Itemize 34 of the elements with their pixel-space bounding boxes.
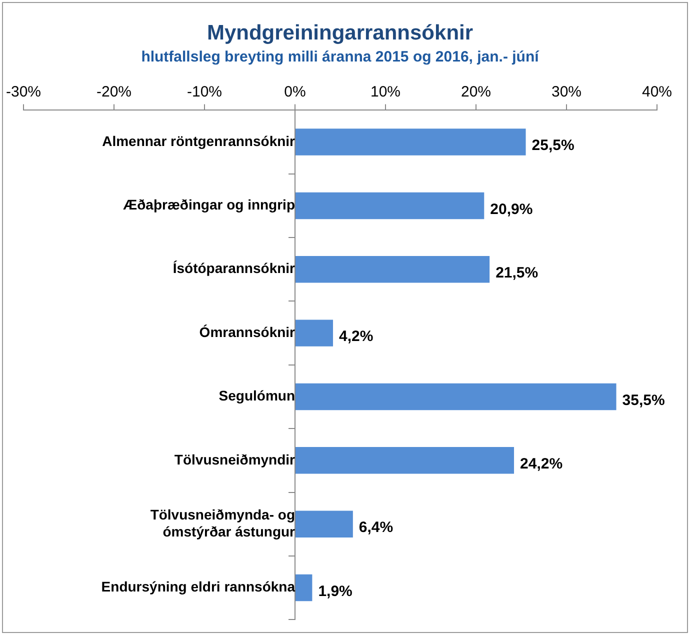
bar [296, 192, 484, 220]
bar [296, 510, 353, 538]
data-label: 6,4% [358, 519, 394, 536]
y-tick-label: Tölvusneiðmynda- og ómstýrðar ástungur [150, 506, 296, 540]
x-tick-label: 30% [551, 83, 582, 100]
data-label: 4,2% [339, 328, 374, 346]
chart-title: Myndgreiningarrannsóknir [206, 21, 474, 44]
y-tick-label: Ómrannsóknir [199, 324, 296, 340]
bar [296, 447, 514, 474]
x-tick-label: -20% [96, 83, 132, 100]
data-label: 20,9% [490, 200, 533, 218]
bar [296, 256, 490, 283]
data-label: 25,5% [532, 137, 574, 154]
y-tick-label: Almennar röntgenrannsóknir [102, 132, 296, 149]
bar [296, 128, 526, 156]
x-tick-label: 10% [370, 83, 401, 100]
y-tick-label: Endursýning eldri rannsókna [101, 578, 296, 595]
y-tick-label: Segulómun [218, 388, 296, 404]
bar [296, 383, 616, 410]
y-tick-label: Ísótóparannsóknir [172, 260, 296, 276]
data-label: 1,9% [318, 582, 352, 600]
bar [296, 574, 312, 602]
y-tick-label: Tölvusneiðmyndir [174, 451, 296, 468]
x-tick-label: 40% [642, 83, 672, 100]
x-tick-label: 0% [284, 83, 306, 100]
bar [296, 320, 334, 346]
y-tick-label: Æðaþræðingar og inngrip [123, 196, 296, 213]
chart-subtitle: hlutfallsleg breyting milli áranna 2015 og 2016, jan.- júní [141, 48, 540, 66]
x-tick-label: -10% [186, 83, 222, 100]
data-label: 24,2% [520, 456, 563, 473]
data-label: 35,5% [622, 392, 665, 409]
data-label: 21,5% [496, 264, 538, 282]
x-tick-label: -30% [6, 83, 42, 100]
x-tick-label: 20% [460, 83, 492, 100]
